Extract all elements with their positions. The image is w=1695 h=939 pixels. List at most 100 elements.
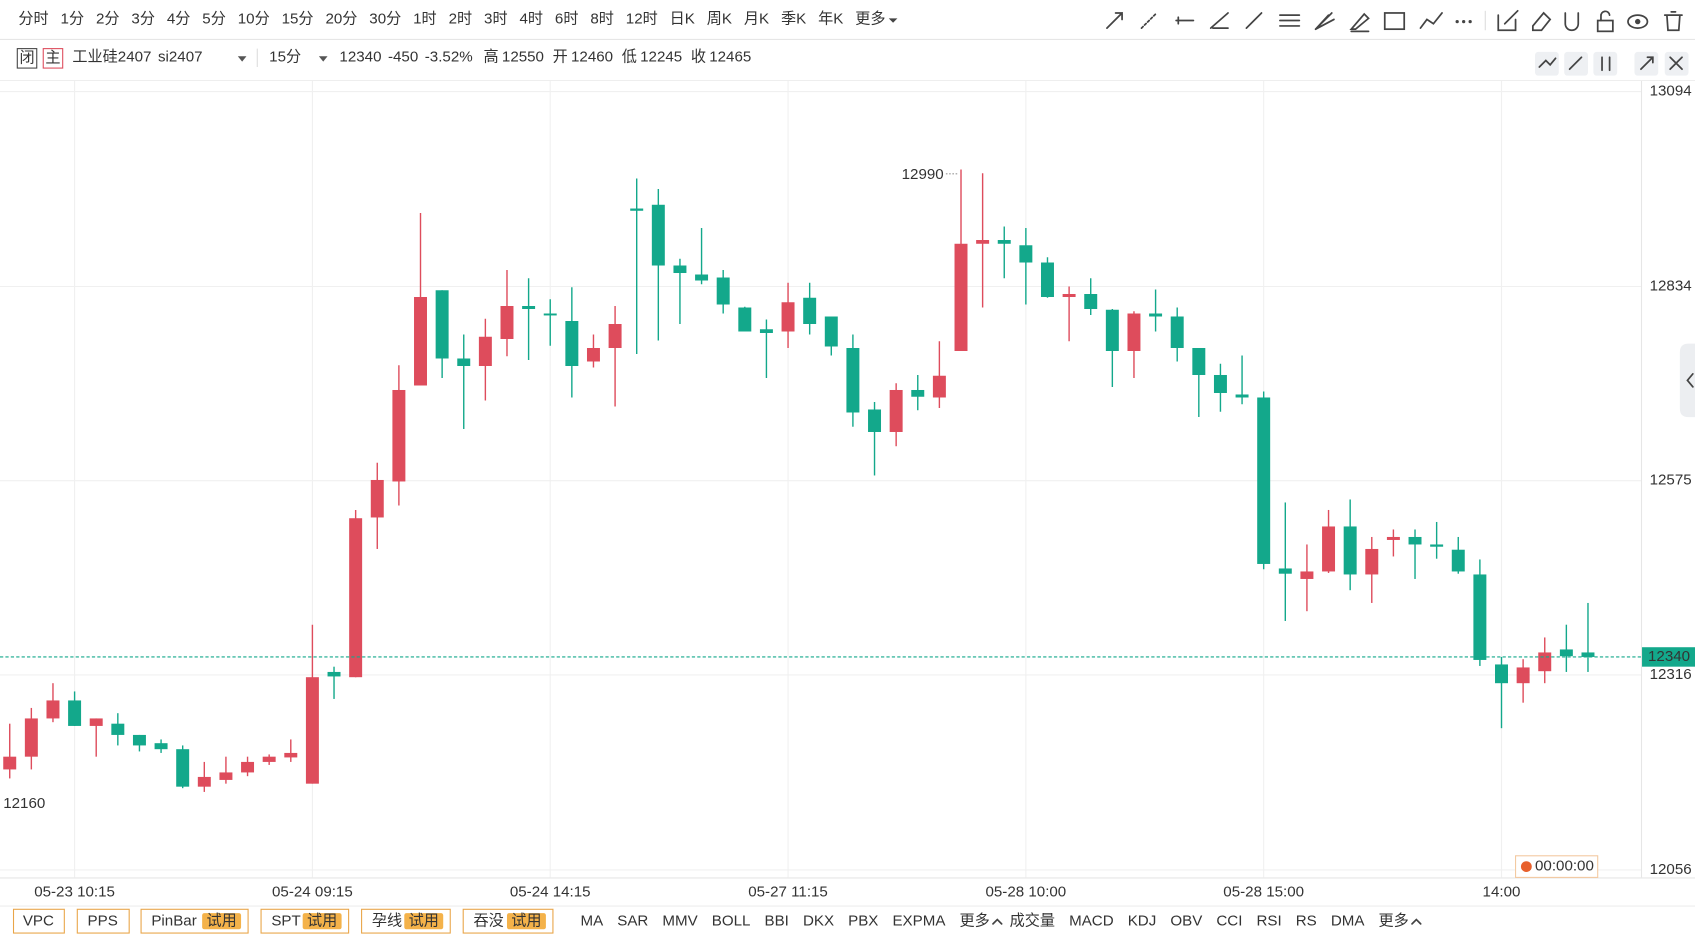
period-dropdown[interactable] (318, 56, 328, 62)
candle-body (1581, 652, 1595, 657)
period-button[interactable]: 10分 (238, 10, 270, 27)
candle-body (976, 240, 990, 244)
pattern-name[interactable]: SPT (271, 913, 300, 930)
period-button[interactable]: 5分 (202, 10, 226, 27)
status: 闭 (19, 49, 34, 66)
period-button[interactable]: 2时 (449, 10, 473, 27)
period-button[interactable]: 日K (670, 10, 695, 27)
current-price-label: 12340 (1648, 648, 1690, 665)
instrument-code: si2407 (158, 48, 203, 65)
candle-body (1473, 574, 1487, 660)
candle-body (630, 208, 644, 211)
candle-body (932, 375, 946, 398)
candle-body (262, 756, 276, 762)
indicator-button[interactable]: SAR (617, 913, 648, 930)
main-box (42, 48, 64, 69)
window-controls[interactable] (1535, 51, 1689, 76)
pattern-button[interactable] (76, 908, 130, 934)
period-button[interactable]: 8时 (590, 10, 614, 27)
pattern-name[interactable]: 孕线 (372, 913, 402, 930)
quote-label: 收 (691, 48, 706, 65)
indicator-button[interactable]: OBV (1170, 913, 1203, 930)
badge (302, 913, 342, 930)
period-button[interactable]: 30分 (369, 10, 401, 27)
pattern-button[interactable] (12, 908, 65, 934)
period-button[interactable]: 1分 (61, 10, 85, 27)
period-button[interactable]: 3时 (484, 10, 508, 27)
period-button[interactable]: 20分 (325, 10, 357, 27)
badge-text: 试用 (409, 913, 439, 930)
y-tick-label: 12056 (1650, 861, 1692, 878)
period-button[interactable]: 月K (744, 10, 769, 27)
code-dropdown[interactable] (237, 56, 247, 62)
period-button[interactable]: 15分 (282, 10, 314, 27)
candle-body (68, 700, 82, 726)
candle-body (89, 718, 103, 726)
status-box (16, 48, 38, 69)
indicator-button[interactable]: RS (1296, 913, 1317, 930)
indicator-button[interactable]: 更多 (1379, 913, 1409, 930)
pattern-name[interactable]: PPS (88, 913, 118, 930)
candle-body (1343, 526, 1357, 575)
candle-body (1062, 294, 1076, 298)
candle-body (1257, 397, 1271, 564)
indicator-button[interactable]: MMV (662, 913, 698, 930)
candle-body (1365, 548, 1379, 575)
period-button[interactable]: 12时 (626, 10, 658, 27)
candle-body (154, 743, 168, 750)
candle-body (889, 389, 903, 432)
period-button[interactable]: 更多 (855, 10, 885, 27)
period-button[interactable]: 1时 (413, 10, 437, 27)
candle-body (132, 734, 146, 746)
indicator-button[interactable]: MA (580, 913, 604, 930)
indicator-button[interactable]: 更多 (959, 913, 989, 930)
candle-body (478, 336, 492, 366)
x-tick-label: 05-24 14:15 (510, 884, 591, 901)
indicator-button[interactable]: DMA (1331, 913, 1366, 930)
period-button[interactable]: 6时 (555, 10, 579, 27)
candle-body (997, 240, 1011, 244)
x-tick-label: 05-28 10:00 (985, 884, 1066, 901)
period-button[interactable]: 3分 (131, 10, 155, 27)
quote-label: 高 (484, 48, 499, 65)
candle-body (1322, 526, 1336, 572)
drawing-tools[interactable] (1106, 9, 1683, 33)
candle-body (1516, 667, 1530, 684)
candle-body (1213, 374, 1227, 393)
quote-value: 12245 (640, 48, 682, 65)
candle-body (197, 776, 211, 787)
indicator-button[interactable]: RSI (1256, 913, 1281, 930)
badge-text: 试用 (307, 913, 337, 930)
indicator-button[interactable]: BOLL (712, 913, 751, 930)
badge (506, 913, 546, 930)
indicator-button[interactable]: EXPMA (892, 913, 946, 930)
indicator-button[interactable]: DKX (803, 913, 834, 930)
pattern-name[interactable]: 吞没 (473, 913, 503, 930)
indicator-button[interactable]: CCI (1216, 913, 1242, 930)
indicator-button[interactable]: MACD (1069, 913, 1114, 930)
quote-value: 12460 (571, 48, 613, 65)
candle-body (803, 297, 817, 325)
period-button[interactable]: 4分 (167, 10, 191, 27)
main: 主 (45, 49, 60, 66)
period-button[interactable]: 季K (781, 10, 806, 27)
period-button[interactable]: 周K (707, 10, 732, 27)
high-annotation: 12990 (902, 166, 944, 183)
candle-body (716, 277, 730, 305)
indicator-button[interactable]: PBX (848, 913, 878, 930)
quote-label: 开 (553, 48, 568, 65)
candle-body (738, 307, 752, 332)
pattern-name[interactable]: PinBar (151, 913, 196, 930)
indicator-button[interactable]: BBI (765, 913, 789, 930)
badge (404, 913, 444, 930)
period-button[interactable]: 分时 (18, 10, 48, 27)
period-button[interactable]: 2分 (96, 10, 120, 27)
indicator-button[interactable]: KDJ (1128, 913, 1157, 930)
x-tick-label: 05-28 15:00 (1223, 884, 1304, 901)
period-button[interactable]: 年K (818, 10, 843, 27)
indicator-button[interactable]: 成交量 (1010, 912, 1055, 930)
period-button[interactable]: 4时 (519, 10, 543, 27)
pattern-name[interactable]: VPC (23, 913, 54, 930)
